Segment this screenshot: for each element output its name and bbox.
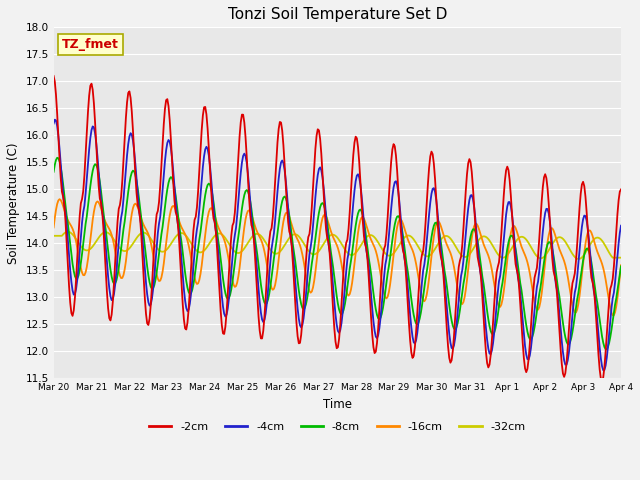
Legend: -2cm, -4cm, -8cm, -16cm, -32cm: -2cm, -4cm, -8cm, -16cm, -32cm bbox=[145, 417, 530, 436]
X-axis label: Time: Time bbox=[323, 398, 352, 411]
Text: TZ_fmet: TZ_fmet bbox=[62, 38, 119, 51]
Y-axis label: Soil Temperature (C): Soil Temperature (C) bbox=[7, 142, 20, 264]
Title: Tonzi Soil Temperature Set D: Tonzi Soil Temperature Set D bbox=[228, 7, 447, 22]
